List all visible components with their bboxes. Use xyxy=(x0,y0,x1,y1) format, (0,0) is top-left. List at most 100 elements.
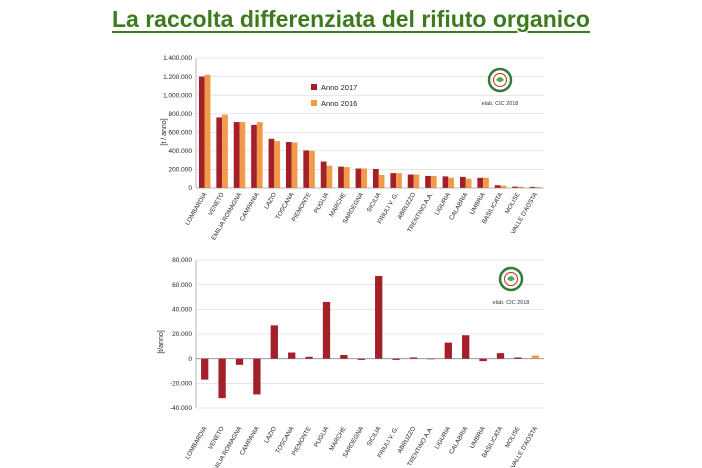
bar-anno-2016-molise xyxy=(517,186,524,188)
y-tick-label: 1.200.000 xyxy=(163,74,192,81)
bars xyxy=(201,276,539,399)
bar-delta-lombardia xyxy=(201,358,209,380)
bar-anno-2017-piemonte xyxy=(303,150,310,188)
regional-totals-chart: 0 200.000 400.000 600.000 800.000 1.000.000 1.… xyxy=(161,55,544,242)
bar-anno-2016-basilicata xyxy=(500,185,507,188)
bar-anno-2017-umbria xyxy=(477,177,484,188)
bar-anno-2017-veneto xyxy=(216,117,223,188)
bar-anno-2016-calabria xyxy=(465,178,472,188)
bar-anno-2017-molise xyxy=(512,186,518,188)
bars xyxy=(198,74,542,188)
bar-delta-campania xyxy=(253,358,261,395)
bar-anno-2016-puglia xyxy=(326,165,333,188)
legend-swatch-2016 xyxy=(311,100,317,106)
bar-delta-lazio xyxy=(270,325,278,359)
y-tick-label: 400.000 xyxy=(169,148,193,155)
y-tick-label: 800.000 xyxy=(169,111,193,118)
category-label-marche: MARCHE xyxy=(328,192,347,219)
bar-anno-2016-marche xyxy=(343,167,350,188)
bar-anno-2016-friuli-v-g xyxy=(396,173,402,188)
y-tick-label: 600.000 xyxy=(169,129,193,136)
y-tick-labels: 0 200.000 400.000 600.000 800.000 1.000.000 1.… xyxy=(163,55,192,192)
category-label-veneto: VENETO xyxy=(207,191,226,217)
grid-lines xyxy=(196,259,544,409)
bar-anno-2016-abruzzo xyxy=(413,174,420,188)
category-label-marche: MARCHE xyxy=(328,426,347,453)
bar-anno-2016-liguria xyxy=(448,177,455,188)
category-label-veneto: VENETO xyxy=(207,425,226,451)
bar-anno-2016-umbria xyxy=(483,177,489,188)
bar-delta-abruzzo xyxy=(409,357,418,359)
y-tick-label: 0 xyxy=(188,185,192,192)
category-label-sicilia: SICILIA xyxy=(366,425,383,448)
bar-delta-veneto xyxy=(218,358,226,399)
y-tick-label: 40.000 xyxy=(172,307,192,314)
bar-delta-puglia xyxy=(322,301,331,359)
leaf-icon xyxy=(507,276,515,281)
bar-anno-2017-lazio xyxy=(268,138,275,188)
bar-anno-2017-sardegna xyxy=(355,168,362,188)
cic-logo xyxy=(498,266,524,292)
y-tick-label: 200.000 xyxy=(169,167,193,174)
y-tick-labels: -40.000 -20.000 0 20.000 40.000 60.000 80.000 xyxy=(170,257,192,412)
bar-delta-friuli-v-g xyxy=(392,358,400,360)
bar-anno-2016-sicilia xyxy=(378,175,385,188)
category-label-liguria: LIGURIA xyxy=(434,191,453,217)
bar-anno-2016-trentino-a-a xyxy=(430,175,437,188)
y-tick-label: 1.400.000 xyxy=(163,55,192,62)
bar-anno-2017-sicilia xyxy=(372,168,379,188)
bar-anno-2017-lombardia xyxy=(198,76,205,188)
bar-anno-2017-campania xyxy=(251,124,257,188)
bar-anno-2017-friuli-v-g xyxy=(390,173,397,188)
bar-anno-2016-lazio xyxy=(274,141,281,188)
y-tick-label: 1.000.000 xyxy=(163,92,192,99)
bar-anno-2017-toscana xyxy=(285,142,292,188)
bar-anno-2016-piemonte xyxy=(309,150,315,188)
y-axis-label: [t / anno] xyxy=(161,118,168,145)
bar-anno-2017-valle-d-aosta xyxy=(529,186,536,188)
bar-anno-2017-calabria xyxy=(459,176,466,188)
bar-anno-2016-emilia-romagna xyxy=(239,122,246,188)
bar-delta-umbria xyxy=(479,358,487,362)
bar-delta-toscana xyxy=(288,352,296,359)
bar-delta-valle-d-aosta xyxy=(531,355,539,359)
bar-anno-2016-valle-d-aosta xyxy=(535,187,542,188)
bar-anno-2016-toscana xyxy=(291,142,298,188)
category-label-lazio: LAZIO xyxy=(263,425,278,444)
bar-anno-2016-veneto xyxy=(222,114,228,188)
bar-delta-sardegna xyxy=(357,358,365,360)
y-axis-label: [t/anno] xyxy=(158,330,165,353)
category-label-lazio: LAZIO xyxy=(263,191,278,210)
category-label-sicilia: SICILIA xyxy=(366,191,383,214)
bar-delta-calabria xyxy=(462,335,470,359)
bar-anno-2017-trentino-a-a xyxy=(425,175,431,188)
legend-swatch-2017 xyxy=(311,84,317,90)
y-tick-label: 0 xyxy=(188,356,192,363)
bar-delta-basilicata xyxy=(496,353,505,359)
credit-label: elab. CIC 2018 xyxy=(482,101,519,107)
bar-anno-2016-sardegna xyxy=(361,168,368,188)
bar-anno-2016-campania xyxy=(256,122,263,188)
category-label-puglia: PUGLIA xyxy=(313,425,331,449)
bar-delta-trentino-a-a xyxy=(427,358,435,360)
leaf-icon xyxy=(496,77,504,82)
bar-anno-2016-lombardia xyxy=(204,74,211,188)
y-tick-label: 80.000 xyxy=(172,257,192,264)
y-tick-label: -40.000 xyxy=(170,405,192,412)
category-label-liguria: LIGURIA xyxy=(434,425,453,451)
variation-chart: -40.000-20.000020.00040.00060.00080.000 … xyxy=(158,257,544,468)
y-tick-label: 60.000 xyxy=(172,282,192,289)
category-label-puglia: PUGLIA xyxy=(313,191,331,215)
bar-delta-sicilia xyxy=(375,276,383,359)
bar-delta-marche xyxy=(340,354,348,359)
category-label-lombardia: LOMBARDIA xyxy=(184,425,209,461)
y-tick-label: 20.000 xyxy=(172,331,192,338)
bar-anno-2017-marche xyxy=(338,166,344,188)
bar-delta-piemonte xyxy=(305,356,313,359)
bar-anno-2017-liguria xyxy=(442,176,449,188)
credit-label: elab. CIC 2018 xyxy=(493,300,530,306)
legend-label-2016: Anno 2016 xyxy=(321,99,357,108)
legend: Anno 2017 Anno 2016 xyxy=(311,83,357,108)
